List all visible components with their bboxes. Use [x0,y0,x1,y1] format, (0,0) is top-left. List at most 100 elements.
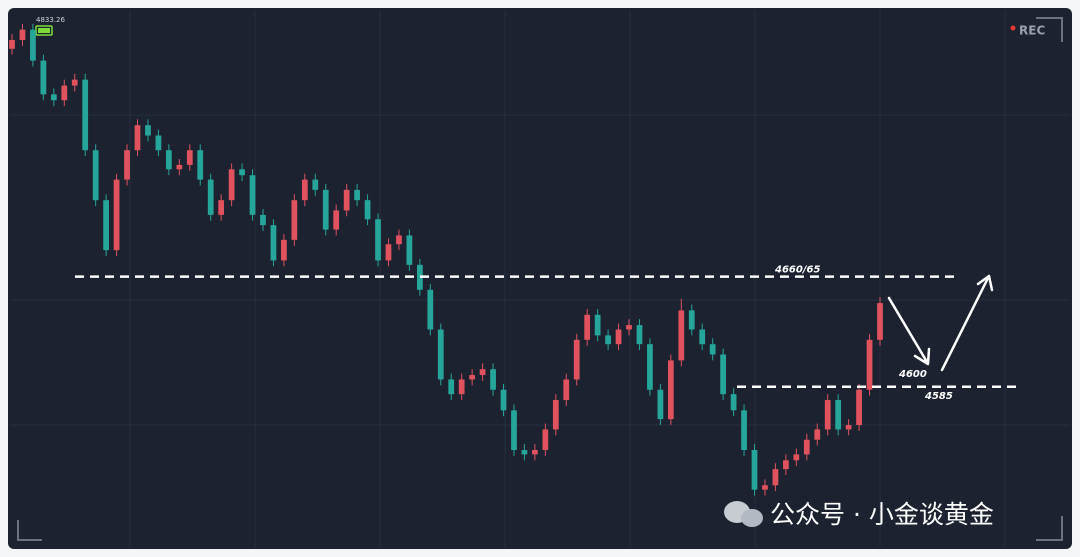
candle-body [615,329,622,345]
rec-label: REC [1019,24,1045,38]
candle-body [803,439,810,455]
candle-body [82,79,89,151]
candle-body [636,325,643,345]
candle-body [71,79,78,86]
candle-body [260,214,266,226]
candle-body [563,379,570,401]
rec-dot [1010,25,1016,31]
candle-body [835,400,842,430]
candle-body [218,200,225,215]
candle-body [427,289,434,330]
candle-body [678,310,685,361]
chart-background [8,8,1072,549]
candle-body [542,429,549,451]
candle-body [354,189,360,201]
level-label: 4660/65 [774,265,820,276]
candle-body [270,225,277,261]
candle-body [249,175,256,215]
candle-body [751,450,758,490]
target-label: 4600 [898,369,927,380]
candle-body [385,244,392,261]
candle-body [657,389,664,420]
candle-body [479,369,486,376]
candle-body [301,179,308,201]
candle-body [845,425,852,430]
candle-body [124,150,130,180]
candle-body [469,375,476,380]
candle-body [793,454,800,461]
candle-body [605,335,611,345]
candle-body [762,485,768,490]
candle-body [61,85,68,101]
candles [9,23,883,496]
candle-body [584,314,591,340]
candle-body [281,239,287,261]
candle-body [9,39,15,49]
candle-body [856,389,862,426]
candle-body [448,379,455,395]
candle-body [877,303,883,340]
candle-body [824,400,831,430]
candle-body [667,360,674,420]
candle-body [145,125,151,136]
battery-icon [35,25,53,36]
candle-body [19,29,26,40]
candle-body [406,235,413,265]
candle-body [814,429,821,440]
candle-body [207,179,214,215]
candle-body [103,200,109,251]
candle-body [709,344,716,355]
candle-body [165,150,172,170]
candle-body [573,339,580,380]
candle-body [500,389,507,411]
candle-body [647,344,653,390]
candle-body [113,179,120,251]
candle-body [92,150,99,201]
candle-body [155,135,162,151]
candle-body [197,150,204,180]
candle-body [511,410,517,451]
candle-body [437,329,444,380]
candle-body [333,210,340,230]
candle-body [699,329,706,345]
candle-body [322,189,329,230]
candle-body [521,450,528,455]
candle-body [458,379,465,395]
candle-body [866,339,873,390]
candle-body [50,94,57,101]
frame-corners [17,17,1063,541]
candle-body [30,29,36,61]
candle-body [772,469,779,486]
background-grid [10,10,1070,547]
arrows [887,274,994,372]
candle-body [134,125,141,151]
candle-body [291,200,298,240]
watermark-text: 公众号 · 小金谈黄金 [770,500,994,529]
candle-body [741,410,747,451]
candle-body [375,219,381,261]
candle-body [228,169,235,201]
candle-body [40,60,47,95]
candle-body [730,394,737,411]
watermark: 公众号 · 小金谈黄金 [724,500,994,529]
candle-body [720,354,727,395]
candle-body [396,235,402,245]
candle-body [239,169,245,176]
candle-body [783,460,789,470]
candle-body [312,179,319,190]
candle-body [416,264,423,290]
candle-body [626,325,632,330]
candle-body [364,200,371,220]
candle-body [532,450,538,455]
candle-body [343,189,350,211]
candle-body [594,314,601,336]
level-label: 4585 [924,391,953,402]
battery-level [38,28,50,33]
candle-body [490,369,496,390]
candle-body [688,310,695,330]
candle-body [186,150,193,165]
candle-body [552,400,559,430]
candle-body [176,164,183,170]
